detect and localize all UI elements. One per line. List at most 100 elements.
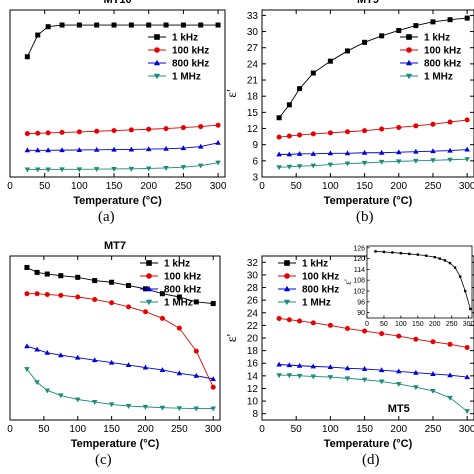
data-point	[163, 126, 169, 132]
data-point	[44, 271, 50, 277]
data-point	[180, 125, 186, 131]
data-point	[24, 367, 30, 373]
data-point	[180, 165, 187, 171]
data-point	[24, 147, 31, 153]
data-point	[176, 406, 183, 412]
data-point	[430, 339, 436, 345]
data-point	[34, 147, 41, 153]
data-point	[176, 370, 183, 376]
x-tick-label: 50	[291, 424, 303, 435]
x-tick-label: 250	[175, 181, 192, 192]
x-tick-label: 250	[425, 424, 442, 435]
y-tick-label: 20	[247, 334, 259, 345]
plot-frame	[261, 9, 474, 178]
data-point	[126, 304, 132, 310]
data-point	[59, 22, 65, 28]
data-point	[108, 402, 115, 408]
data-point	[379, 126, 385, 132]
data-point	[128, 166, 135, 172]
legend-label: 800 kHz	[302, 285, 339, 296]
y-tick-label: 12	[247, 124, 259, 135]
data-point	[310, 374, 317, 380]
legend-marker	[146, 260, 152, 266]
data-point	[45, 147, 51, 153]
data-point	[362, 128, 368, 134]
data-point	[361, 149, 368, 155]
legend-marker	[145, 285, 153, 292]
data-point	[362, 39, 368, 45]
chart-panel-1: 0 50 100 150 200 250 300 3 6 9 12 15 18 21 24 27 30 33 Tem…	[225, 0, 474, 207]
data-point	[159, 405, 166, 411]
data-point	[396, 333, 402, 339]
data-point	[464, 15, 470, 21]
data-point	[310, 150, 317, 156]
data-point	[344, 365, 351, 371]
data-point	[76, 22, 82, 28]
legend-marker	[145, 299, 153, 306]
data-point	[76, 147, 83, 152]
y-tick-label: 16	[247, 359, 259, 370]
data-point	[344, 129, 350, 135]
x-tick-label: 300	[459, 181, 474, 192]
data-point	[91, 357, 98, 363]
series-line-2	[279, 149, 468, 155]
data-point	[379, 33, 385, 39]
legend-marker	[154, 34, 160, 40]
inset-data-point	[399, 252, 403, 255]
data-point	[35, 32, 41, 38]
y-tick-label: 8	[252, 409, 258, 420]
x-tick-label: 100	[69, 424, 86, 435]
x-tick-label: 250	[425, 181, 442, 192]
legend-marker	[406, 34, 412, 40]
data-point	[180, 145, 187, 151]
data-point	[430, 121, 436, 127]
series-line-1	[279, 119, 468, 138]
data-point	[297, 318, 303, 324]
data-point	[34, 167, 41, 173]
data-point	[396, 27, 402, 33]
data-point	[109, 300, 115, 306]
inset-y-tick-label: 102	[353, 289, 365, 296]
caption-a: (a)	[98, 209, 115, 225]
data-point	[125, 362, 132, 368]
data-point	[111, 146, 117, 152]
inset-data-point	[448, 261, 452, 265]
chart-title: MT9	[357, 0, 379, 6]
data-point	[310, 70, 316, 76]
legend-label: 1 kHz	[302, 259, 328, 270]
plot-frame	[9, 9, 226, 178]
caption-b: (b)	[356, 209, 374, 225]
data-point	[35, 130, 41, 136]
data-point	[159, 291, 165, 297]
inset-y-tick-label: 108	[353, 278, 365, 285]
x-tick-label: 0	[7, 424, 13, 435]
data-point	[198, 22, 204, 28]
data-point	[296, 164, 303, 170]
data-point	[215, 22, 221, 28]
data-point	[447, 147, 453, 153]
data-point	[111, 22, 117, 28]
data-point	[413, 23, 419, 29]
legend-label: 100 kHz	[172, 46, 209, 57]
data-point	[210, 384, 216, 390]
series-line-1	[27, 124, 219, 135]
inset-data-point	[453, 266, 457, 269]
data-point	[378, 367, 385, 373]
caption-c: (c)	[95, 452, 112, 468]
plot-frame	[9, 255, 221, 421]
data-point	[276, 361, 282, 367]
data-point	[464, 117, 470, 123]
inset-data-point	[469, 307, 472, 311]
data-point	[126, 283, 132, 289]
data-point	[378, 379, 385, 385]
data-point	[198, 124, 204, 130]
data-point	[286, 317, 292, 323]
data-point	[276, 165, 282, 171]
data-point	[413, 385, 419, 391]
data-point	[94, 22, 100, 28]
x-tick-label: 100	[71, 181, 88, 192]
x-tick-label: 200	[390, 181, 407, 192]
data-point	[44, 349, 51, 355]
y-tick-label: 12	[247, 384, 259, 395]
inset-data-point	[438, 257, 442, 260]
